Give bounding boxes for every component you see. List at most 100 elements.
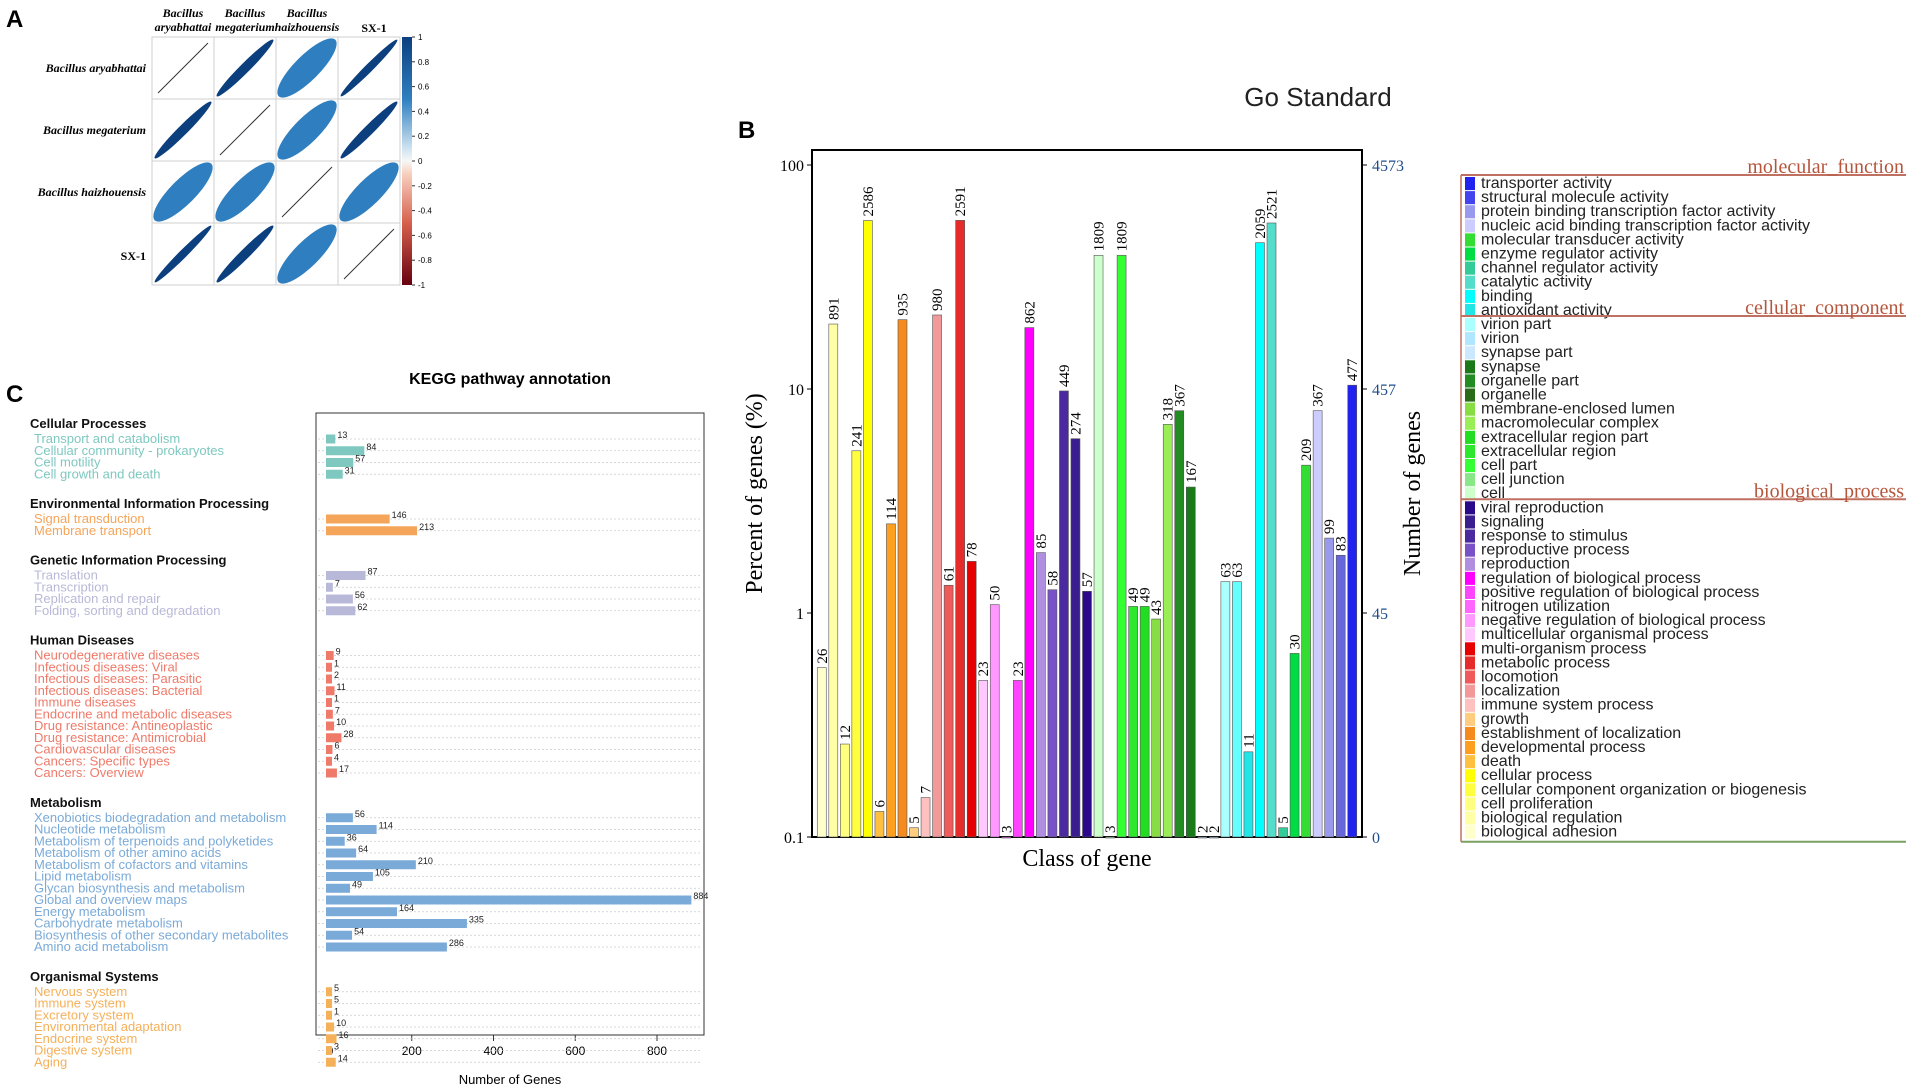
kegg-item-label: Energy metabolism (34, 904, 145, 919)
go-bar-label: 241 (849, 424, 865, 447)
kegg-item-label: Drug resistance: Antineoplastic (34, 718, 213, 733)
legend-item: biological regulation (1481, 810, 1622, 827)
go-bar-label: 2 (1207, 826, 1223, 834)
kegg-bar-value: 28 (343, 729, 353, 739)
go-bar-label: 63 (1218, 563, 1234, 578)
kegg-bar-value: 5 (334, 983, 339, 993)
kegg-bar (326, 1057, 336, 1067)
kegg-group-name: Human Diseases (30, 633, 134, 648)
correlation-ellipse (154, 225, 212, 283)
go-bar-label: 43 (1149, 600, 1165, 615)
go-bar-label: 23 (1011, 661, 1027, 676)
legend-swatch (1465, 571, 1475, 585)
go-bar-label: 85 (1034, 534, 1050, 549)
kegg-chart: KEGG pathway annotation0200400600800Numb… (30, 371, 708, 1087)
kegg-bar (326, 721, 335, 731)
kegg-bar-value: 84 (366, 442, 376, 452)
kegg-group-name: Cellular Processes (30, 416, 146, 431)
kegg-item-label: Transport and catabolism (34, 431, 180, 446)
go-bar (1324, 537, 1334, 838)
kegg-item-label: Endocrine and metabolic diseases (34, 706, 233, 721)
kegg-bar-value: 13 (337, 430, 347, 440)
legend-item: extracellular region (1481, 443, 1616, 460)
legend-swatch (1465, 515, 1475, 529)
kegg-group-name: Genetic Information Processing (30, 553, 227, 568)
kegg-item-label: Replication and repair (34, 591, 161, 606)
row-label: Bacillus megaterium (42, 123, 146, 137)
kegg-item-label: Infectious diseases: Bacterial (34, 683, 202, 698)
legend-swatch (1465, 289, 1475, 303)
colorbar-tick-label: 0 (418, 157, 423, 166)
legend-swatch (1465, 219, 1475, 233)
go-bar (1024, 327, 1035, 838)
kegg-item-label: Immune system (34, 996, 126, 1011)
kegg-bar-value: 62 (357, 602, 367, 612)
legend-item: immune system process (1481, 697, 1654, 714)
correlation-ellipse (153, 162, 213, 222)
kegg-item-label: Aging (34, 1054, 67, 1069)
kegg-item-label: Biosynthesis of other secondary metaboli… (34, 927, 289, 942)
kegg-bar (326, 686, 335, 696)
column-header: Bacillus (224, 6, 266, 20)
go-bar (1220, 581, 1231, 838)
correlation-ellipse (277, 224, 337, 284)
go-bar (816, 667, 827, 838)
column-header: Bacillus (162, 6, 204, 20)
legend-item: metabolic process (1481, 654, 1610, 671)
legend-item: synapse part (1481, 344, 1573, 361)
legend-item: catalytic activity (1481, 274, 1592, 291)
legend-item: cell (1481, 485, 1505, 502)
go-bar-label: 1809 (1115, 221, 1131, 251)
go-bar-label: 477 (1345, 358, 1361, 381)
legend-item: positive regulation of biological proces… (1481, 584, 1759, 601)
go-bar-label: 3 (999, 826, 1015, 834)
kegg-bar-value: 31 (345, 465, 355, 475)
kegg-bar (326, 709, 333, 719)
kegg-bar (326, 458, 354, 467)
kegg-bar (326, 662, 332, 672)
diagonal-line (157, 42, 209, 94)
go-bar (1151, 618, 1161, 838)
kegg-bar-value: 11 (336, 682, 345, 692)
kegg-bar (326, 848, 357, 858)
kegg-item-label: Translation (34, 568, 98, 583)
kegg-item-label: Signal transduction (34, 511, 145, 526)
kegg-item-label: Infectious diseases: Parasitic (34, 671, 202, 686)
legend-item: cellular component organization or bioge… (1481, 781, 1807, 798)
x-tick-label: 200 (402, 1044, 422, 1058)
go-bar (1197, 836, 1208, 839)
legend-swatch (1465, 614, 1475, 628)
kegg-bar-value: 54 (354, 926, 364, 936)
kegg-item-label: Metabolism of cofactors and vitamins (34, 857, 248, 872)
go-bar (1128, 606, 1138, 838)
go-bar (1162, 424, 1173, 838)
kegg-bar (326, 582, 333, 592)
kegg-bar-value: 7 (335, 705, 340, 715)
go-bar-label: 318 (1161, 398, 1177, 421)
legend-swatch (1465, 177, 1475, 191)
go-bar (1278, 827, 1288, 838)
kegg-item-label: Xenobiotics biodegradation and metabolis… (34, 810, 286, 825)
y-axis-right-label: Number of genes (1400, 411, 1426, 576)
go-bar-label: 78 (965, 542, 981, 557)
legend-item: organelle (1481, 387, 1547, 404)
kegg-bar (326, 446, 365, 456)
go-bar-label: 2521 (1265, 189, 1281, 219)
kegg-bar-value: 49 (352, 879, 362, 889)
legend-swatch (1465, 797, 1475, 811)
legend-swatch (1465, 416, 1475, 430)
panel-letter-a: A (6, 6, 23, 33)
kegg-group-name: Environmental Information Processing (30, 496, 269, 511)
legend-item: viral reproduction (1481, 499, 1604, 516)
legend-swatch (1465, 642, 1475, 656)
legend-swatch (1465, 698, 1475, 712)
legend-swatch (1465, 712, 1475, 726)
colorbar-tick-label: 0.6 (418, 83, 430, 92)
kegg-bar (326, 469, 343, 479)
go-bar-label: 50 (988, 586, 1004, 601)
colorbar-tick-label: 0.4 (418, 107, 430, 116)
legend-item: growth (1481, 711, 1529, 728)
legend-swatch (1465, 459, 1475, 473)
kegg-bar-value: 7 (335, 578, 340, 588)
legend-item: virion (1481, 330, 1519, 347)
